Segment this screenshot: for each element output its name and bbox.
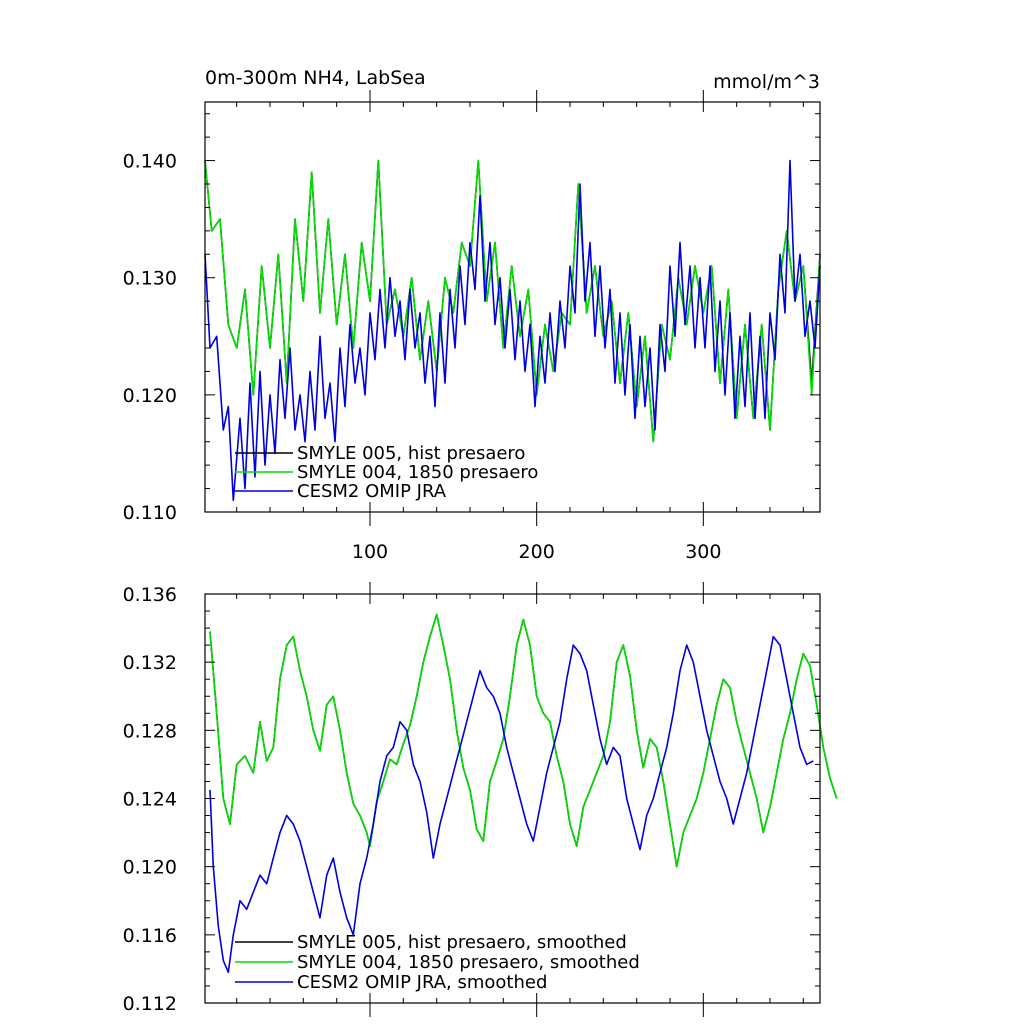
bottom-y-tick-label: 0.120 — [123, 857, 177, 879]
bottom-y-tick-label: 0.116 — [123, 925, 177, 947]
top-x-tick-label: 200 — [519, 541, 555, 563]
top-chart-title: 0m-300m NH4, LabSea — [205, 67, 426, 89]
top-legend-label-2: CESM2 OMIP JRA — [297, 481, 447, 502]
bottom-legend-label-2: CESM2 OMIP JRA, smoothed — [297, 972, 547, 993]
top-units-label: mmol/m^3 — [713, 71, 820, 93]
top-panel: 0.110 0.120 0.130 0.140 100 200 300 0m-300m NH4… — [123, 67, 821, 563]
bottom-y-tick-label: 0.112 — [123, 993, 177, 1015]
top-y-tick-label: 0.130 — [123, 268, 177, 290]
bottom-y-tick-label: 0.128 — [123, 720, 177, 742]
top-y-tick-label: 0.120 — [123, 385, 177, 407]
top-series-line-1 — [204, 159, 821, 443]
bottom-legend-label-1: SMYLE 004, 1850 presaero, smoothed — [297, 952, 640, 973]
top-legend-label-0: SMYLE 005, hist presaero — [297, 443, 525, 464]
top-y-tick-label: 0.110 — [123, 502, 177, 524]
top-x-tick-label: 300 — [685, 541, 721, 563]
top-y-tick-label: 0.140 — [123, 151, 177, 173]
top-legend-label-1: SMYLE 004, 1850 presaero — [297, 462, 538, 483]
top-x-tick-label: 100 — [352, 541, 388, 563]
bottom-y-tick-label: 0.132 — [123, 652, 177, 674]
bottom-y-tick-label: 0.136 — [123, 584, 177, 606]
top-plot-frame — [204, 101, 821, 513]
bottom-series-line-1 — [209, 613, 838, 868]
bottom-panel: 0.112 0.116 0.120 0.124 0.128 0.132 0.136 SMYLE… — [123, 582, 838, 1017]
bottom-series-line-2 — [209, 635, 814, 974]
bottom-y-tick-label: 0.124 — [123, 789, 177, 811]
top-series-line-2 — [204, 159, 821, 502]
bottom-legend-label-0: SMYLE 005, hist presaero, smoothed — [297, 932, 627, 953]
bottom-series-line-0 — [209, 613, 838, 868]
